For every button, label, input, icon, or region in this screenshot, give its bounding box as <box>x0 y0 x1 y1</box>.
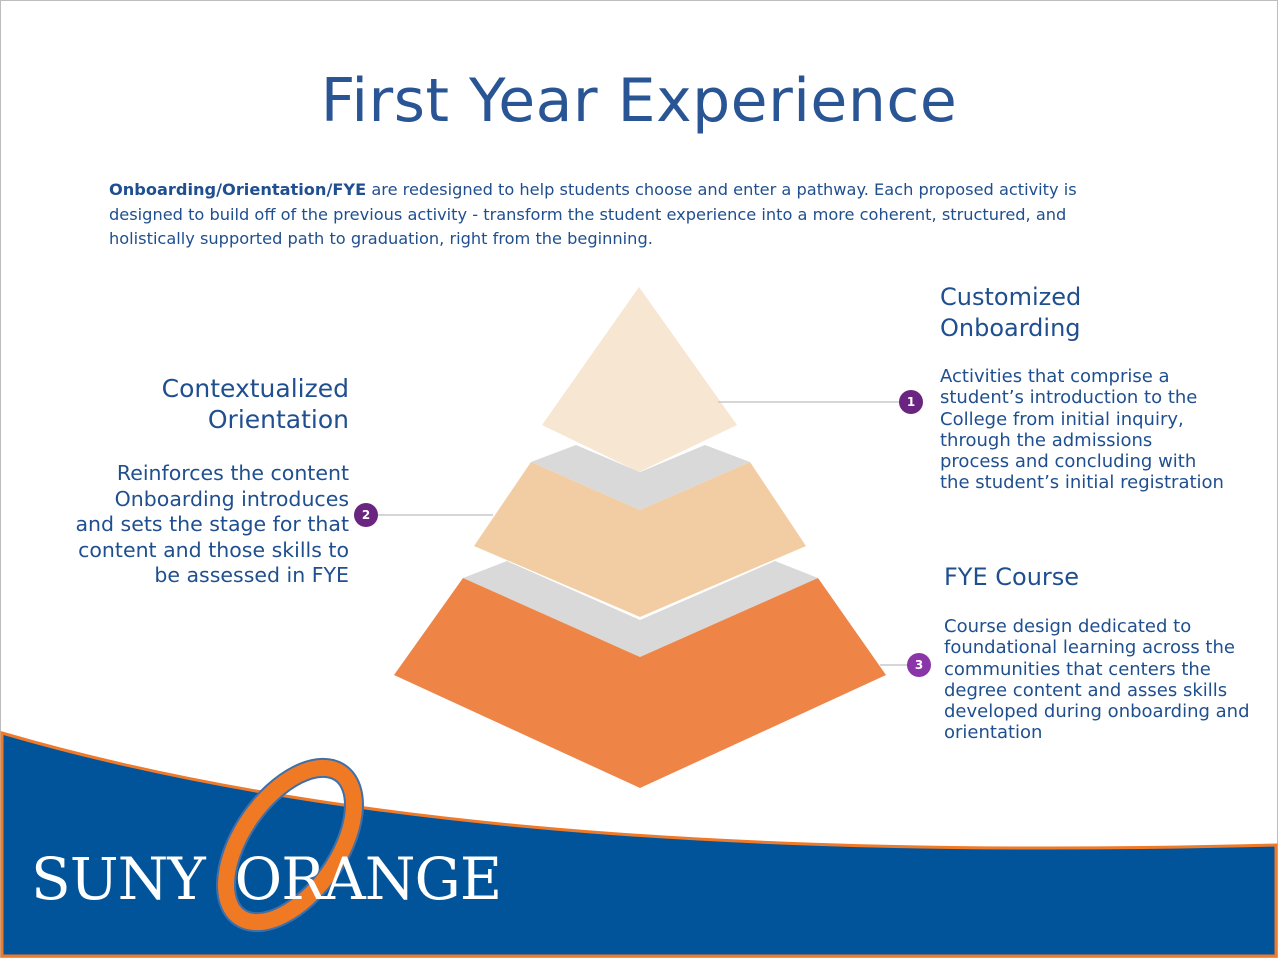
desc-line: content and those skills to <box>78 537 349 562</box>
desc-line: orientation <box>944 722 1043 744</box>
intro-line: holistically supported path to graduatio… <box>109 229 653 248</box>
step-3-badge: 3 <box>907 653 931 677</box>
step-2-badge: 2 <box>354 503 378 527</box>
step-2-title: Contextualized Orientation <box>162 373 349 435</box>
pyramid-gap-1 <box>531 445 750 510</box>
logo-text-orange: ORANGE <box>234 845 503 913</box>
title-line: FYE Course <box>944 563 1080 591</box>
pyramid-tier-3 <box>394 578 886 788</box>
intro-bold: Onboarding/Orientation/FYE <box>109 180 367 199</box>
desc-line: be assessed in FYE <box>154 563 349 587</box>
desc-line: Course design dedicated to <box>944 616 1192 637</box>
desc-line: and sets the stage for that <box>75 512 349 536</box>
title-line: Onboarding <box>940 314 1081 342</box>
step-2-description: Reinforces the content Onboarding introd… <box>75 461 349 589</box>
pyramid-gap-2 <box>463 561 818 657</box>
title-line: Contextualized <box>161 374 349 403</box>
step-1-description: Activities that comprise a student’s int… <box>940 366 1224 494</box>
step-3-description: Course design dedicated to foundational … <box>944 616 1250 744</box>
desc-line: student’s introduction to the <box>940 387 1198 409</box>
logo-o-swoosh <box>216 757 364 933</box>
pyramid-tier-1 <box>542 287 737 472</box>
desc-line: Activities that comprise a <box>940 366 1170 387</box>
desc-line: the student’s initial registration <box>940 472 1224 494</box>
intro-paragraph: Onboarding/Orientation/FYE are redesigne… <box>109 178 1077 252</box>
desc-line: developed during onboarding and <box>944 701 1250 723</box>
intro-line: are redesigned to help students choose a… <box>366 180 1077 199</box>
step-3-title: FYE Course <box>944 562 1079 593</box>
desc-line: Onboarding introduces <box>114 486 349 511</box>
desc-line: degree content and asses skills <box>944 679 1228 701</box>
desc-line: Reinforces the content <box>116 461 349 485</box>
title-line: Orientation <box>207 405 349 434</box>
desc-line: foundational learning across the <box>944 637 1235 659</box>
desc-line: through the admissions <box>940 429 1153 451</box>
step-1-badge: 1 <box>899 390 923 414</box>
suny-orange-logo: SUNY ORANGE <box>31 845 503 913</box>
desc-line: communities that centers the <box>944 658 1211 680</box>
desc-line: process and concluding with <box>940 451 1197 473</box>
logo-text-suny: SUNY <box>31 845 206 913</box>
bottom-banner <box>0 730 1278 958</box>
page-title: First Year Experience <box>320 66 958 136</box>
pyramid-tier-2 <box>474 462 806 617</box>
title-line: Customized <box>940 283 1082 311</box>
step-1-title: Customized Onboarding <box>940 282 1081 344</box>
pyramid-diagram <box>394 287 886 788</box>
intro-line: designed to build off of the previous ac… <box>109 204 1067 224</box>
desc-line: College from initial inquiry, <box>940 408 1184 430</box>
